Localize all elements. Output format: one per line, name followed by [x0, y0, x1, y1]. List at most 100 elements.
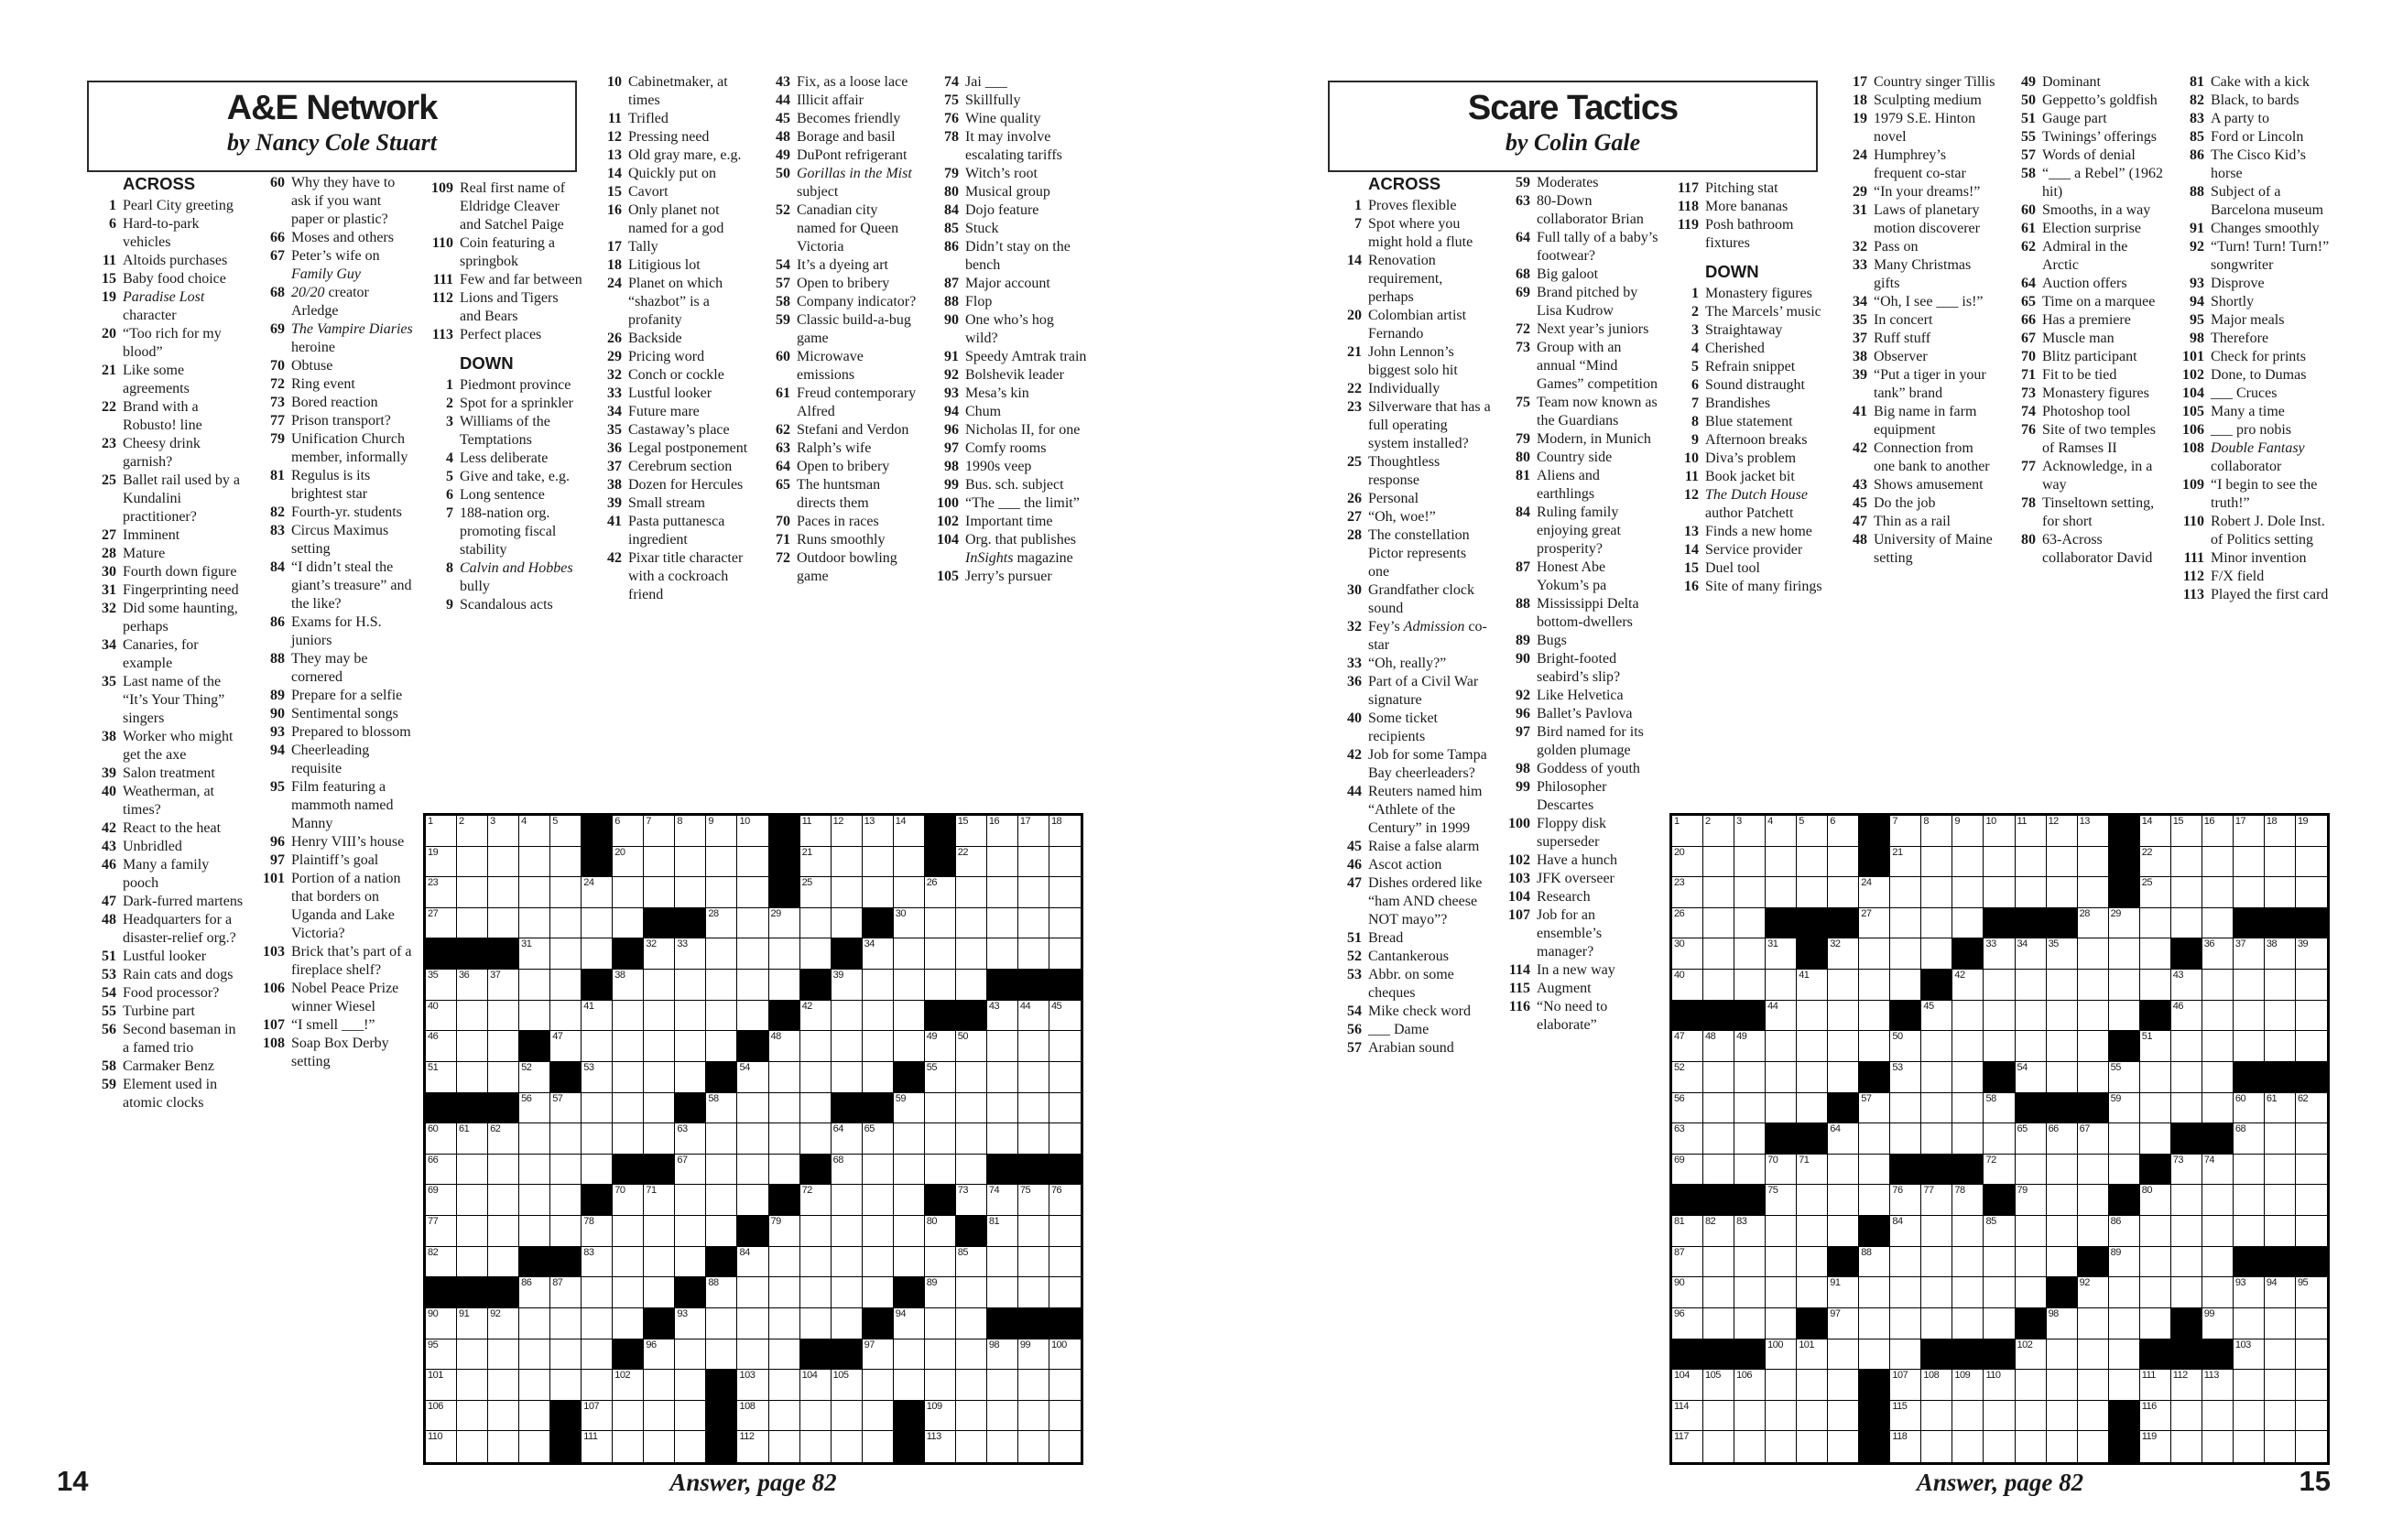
grid-cell: 2	[457, 816, 489, 847]
clue-number: 44	[1347, 784, 1362, 799]
clue-down-10: 10 Cabinetmaker, at times	[583, 73, 751, 110]
grid-cell	[2202, 970, 2234, 1001]
clue-number: 28	[102, 546, 116, 561]
grid-cell	[831, 1185, 863, 1217]
cell-number: 25	[801, 877, 813, 889]
clue-text: Brandishes	[1705, 396, 1771, 411]
clue-number: 52	[1347, 949, 1362, 964]
clue-number: 16	[607, 202, 622, 218]
clue-number: 14	[1347, 253, 1362, 268]
cell-number: 5	[552, 816, 558, 827]
grid-cell: 34	[2015, 938, 2047, 971]
clue-number: 94	[270, 743, 285, 758]
clue-across-103: 103 JFK overseer	[1492, 870, 1659, 888]
clue-number: 107	[263, 1017, 285, 1033]
grid-cell	[1797, 1185, 1829, 1217]
grid-cell	[1890, 877, 1922, 908]
clue-text: It’s a dyeing art	[797, 257, 888, 273]
clue-text: Dishes ordered like “ham AND cheese NOT …	[1368, 875, 1483, 927]
cell-number: 70	[1767, 1154, 1778, 1166]
grid-cell	[1703, 1307, 1735, 1339]
clue-across-55: 55 Turbine part	[78, 1003, 245, 1021]
grid-cell: 57	[1859, 1092, 1891, 1124]
cell-number: 37	[2234, 938, 2246, 950]
grid-cell: 103	[2233, 1339, 2265, 1371]
clue-text: Monastery figures	[1705, 286, 1812, 301]
grid-cell	[2295, 1339, 2327, 1371]
grid-cell	[519, 1431, 551, 1462]
clue-text: Fey’s Admission co-star	[1368, 619, 1487, 653]
grid-cell: 42	[1952, 970, 1984, 1001]
clue-text: Musical group	[965, 184, 1050, 200]
clue-down-78: 78 Tinseltown setting, for short	[1997, 494, 2165, 531]
grid-cell: 18	[1049, 816, 1081, 847]
clue-text: Nicholas II, for one	[965, 422, 1081, 438]
cell-number: 63	[1674, 1123, 1685, 1135]
cell-number: 38	[614, 970, 625, 981]
grid-cell	[488, 1031, 520, 1062]
clue-number: 50	[2021, 92, 2036, 108]
cell-number: 56	[1674, 1092, 1685, 1104]
grid-cell	[2170, 1246, 2202, 1278]
grid-cell	[737, 907, 769, 939]
clue-number: 119	[1677, 217, 1699, 233]
grid-cell	[706, 1154, 738, 1186]
grid-cell: 109	[1952, 1370, 1984, 1401]
grid-cell-black	[675, 1092, 707, 1124]
grid-cell: 86	[2108, 1216, 2140, 1247]
clue-down-82: 82 Black, to bards	[2166, 92, 2333, 110]
grid-cell: 95	[426, 1339, 458, 1371]
clue-across-32: 32 Did some haunting, perhaps	[78, 600, 245, 636]
page-right: Scare Tactics by Colin Gale ACROSS 1 Prove…	[1190, 0, 2381, 1540]
grid-cell	[862, 1431, 894, 1462]
grid-cell	[2202, 907, 2234, 939]
clue-number: 48	[1853, 532, 1867, 548]
clue-text: Auction offers	[2042, 276, 2127, 291]
cell-number: 61	[459, 1123, 470, 1135]
grid-cell	[1797, 1216, 1829, 1247]
grid-cell: 19	[2295, 816, 2327, 847]
grid-cell	[1952, 877, 1984, 908]
clue-text: 1979 S.E. Hinton novel	[1874, 111, 1976, 145]
clue-down-17: 17 Tally	[583, 238, 751, 256]
clue-number: 88	[270, 651, 285, 667]
clue-down-9: 9 Afternoon breaks	[1660, 431, 1828, 450]
cell-number: 33	[1985, 938, 1996, 950]
grid-cell	[644, 1123, 676, 1155]
grid-cell	[831, 846, 863, 878]
clue-text: Words of denial	[2042, 147, 2136, 163]
grid-cell	[768, 1061, 800, 1093]
clue-down-42: 42 Pixar title character with a cockroach…	[583, 549, 751, 604]
clue-across-46: 46 Ascot action	[1323, 856, 1491, 874]
clue-number: 61	[2021, 221, 2036, 236]
clue-text: 63-Across collaborator David	[2042, 532, 2153, 566]
clue-across-100: 100 Floppy disk superseder	[1492, 815, 1659, 851]
clue-down-84: 84 Dojo feature	[920, 201, 1088, 220]
clue-across-46: 46 Many a family pooch	[78, 856, 245, 893]
cell-number: 20	[1674, 846, 1685, 858]
cell-number: 14	[2141, 816, 2153, 827]
clue-text: Classic build-a-bug game	[797, 312, 911, 346]
grid-cell-black	[1703, 1339, 1735, 1371]
clue-text: Cheerleading requisite	[291, 743, 370, 776]
grid-cell	[2108, 1000, 2140, 1032]
grid-cell	[488, 1339, 520, 1371]
grid-cell: 94	[2264, 1277, 2296, 1308]
grid-cell	[550, 877, 582, 908]
clue-text: Abbr. on some cheques	[1368, 967, 1454, 1001]
grid-cell: 88	[1859, 1246, 1891, 1278]
clue-down-83: 83 A party to	[2166, 110, 2333, 128]
clue-down-86: 86 The Cisco Kid’s horse	[2166, 146, 2333, 183]
clue-text: Dojo feature	[965, 202, 1039, 218]
grid-cell	[1828, 1061, 1860, 1093]
grid-cell: 8	[675, 816, 707, 847]
clue-across-96: 96 Henry VIII’s house	[246, 833, 414, 851]
cell-number: 84	[1892, 1216, 1903, 1228]
clue-across-27: 27 “Oh, woe!”	[1323, 508, 1491, 526]
grid-cell-black	[893, 1431, 925, 1462]
cell-number: 6	[614, 816, 620, 827]
grid-cell: 93	[675, 1307, 707, 1339]
cell-number: 64	[832, 1123, 844, 1135]
clue-text: Group with an annual “Mind Games” compet…	[1537, 340, 1658, 392]
clue-across-7: 7 Spot where you might hold a flute	[1323, 215, 1491, 252]
